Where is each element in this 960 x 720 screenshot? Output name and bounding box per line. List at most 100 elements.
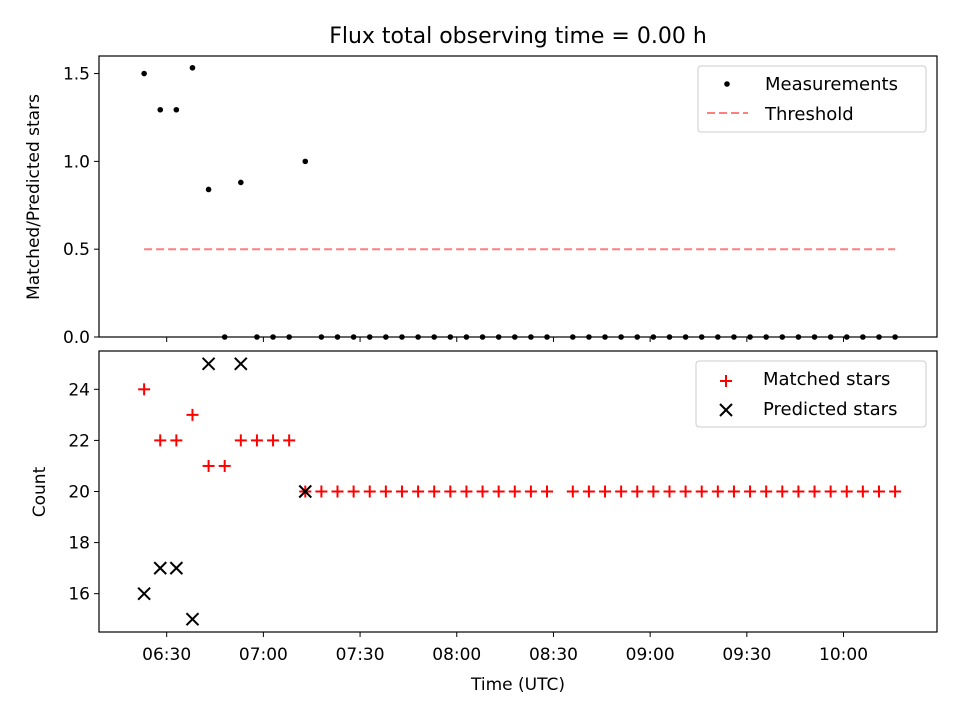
matched-star-point — [508, 485, 521, 498]
bottom-y-tick-label: 24 — [68, 380, 90, 400]
bottom-plot-frame — [98, 350, 938, 633]
legend-matched-label: Matched stars — [763, 369, 890, 390]
matched-star-point — [663, 485, 676, 498]
matched-star-point — [760, 485, 773, 498]
predicted-star-point — [137, 586, 151, 601]
top-y-tick-label: 0.5 — [63, 240, 90, 260]
predicted-star-point — [234, 357, 248, 371]
legend-predicted-label: Predicted stars — [763, 399, 897, 420]
top-y-tick-label: 0.0 — [63, 328, 90, 348]
matched-star-point — [363, 485, 376, 498]
top-plot-frame — [98, 55, 938, 338]
bottom-plot-marks — [137, 357, 902, 626]
matched-star-point — [808, 485, 821, 498]
bottom-y-axis-label: Count — [30, 466, 50, 517]
bottom-axis-ticks: 16 18 20 22 24 06:30 07:00 07:30 08:00 08:30 09:00… — [68, 380, 868, 665]
matched-star-point — [792, 485, 805, 498]
matched-star-point — [824, 485, 837, 498]
matched-star-point — [840, 485, 853, 498]
top-y-axis-label: Matched/Predicted stars — [24, 94, 44, 300]
x-tick-label: 07:00 — [239, 645, 288, 665]
matched-star-point — [283, 434, 296, 447]
x-axis-label: Time (UTC) — [470, 675, 565, 695]
predicted-star-point — [153, 561, 167, 575]
matched-star-point — [856, 485, 869, 498]
matched-star-point — [524, 485, 537, 498]
matched-star-point — [315, 485, 328, 498]
measurement-point — [141, 70, 147, 77]
predicted-star-point — [185, 612, 200, 626]
bottom-y-tick-label: 16 — [68, 585, 90, 605]
legend-measurements-marker — [724, 81, 730, 87]
bottom-y-tick-label: 22 — [68, 431, 90, 451]
bottom-panel: Count Time (UTC) 16 18 20 22 24 06:30 07:00 07:… — [30, 350, 938, 695]
measurement-point — [238, 179, 244, 186]
top-chart-title: Flux total observing time = 0.00 h — [329, 24, 707, 49]
x-tick-label: 10:00 — [819, 645, 868, 665]
x-tick-label: 08:30 — [529, 645, 578, 665]
matched-star-point — [695, 485, 708, 498]
matched-star-point — [776, 485, 789, 498]
x-tick-label: 07:30 — [336, 645, 385, 665]
top-y-tick-label: 1.5 — [63, 65, 90, 85]
top-legend-box — [697, 65, 927, 133]
matched-star-point — [582, 485, 595, 498]
matched-star-point — [492, 485, 505, 498]
matched-star-point — [460, 485, 473, 498]
matched-star-point — [154, 434, 167, 447]
matched-star-point — [138, 383, 151, 396]
measurement-point — [189, 64, 196, 71]
matched-star-point — [872, 485, 885, 498]
measurement-point — [205, 186, 212, 193]
top-panel: Flux total observing time = 0.00 h Match… — [24, 24, 938, 348]
predicted-star-point — [169, 561, 184, 575]
matched-star-point — [744, 485, 757, 498]
legend-predicted-marker — [719, 403, 733, 417]
matched-star-point — [566, 485, 579, 498]
matched-star-point — [347, 485, 360, 498]
matched-star-point — [615, 485, 628, 498]
matched-star-point — [428, 485, 441, 498]
bottom-y-tick-label: 18 — [68, 534, 90, 554]
measurement-point — [173, 106, 180, 113]
bottom-y-tick-label: 20 — [68, 483, 90, 503]
matched-star-point — [599, 485, 612, 498]
matched-star-point — [711, 485, 724, 498]
bottom-legend-box — [695, 360, 927, 428]
matched-star-point — [170, 434, 183, 447]
x-tick-label: 09:30 — [722, 645, 771, 665]
matched-star-point — [218, 459, 231, 472]
top-legend: Measurements Threshold — [697, 65, 927, 133]
predicted-star-point — [201, 357, 216, 371]
legend-threshold-label: Threshold — [764, 104, 854, 125]
matched-star-point — [679, 485, 692, 498]
legend-measurements-label: Measurements — [765, 74, 898, 95]
matched-star-point — [541, 485, 554, 498]
matched-star-point — [234, 434, 247, 447]
top-axis-ticks: 0.0 0.5 1.0 1.5 — [63, 65, 845, 348]
predicted-star-point — [298, 484, 312, 499]
x-tick-label: 08:00 — [432, 645, 481, 665]
matched-star-point — [889, 485, 902, 498]
matched-star-point — [250, 434, 263, 447]
matched-star-point — [202, 459, 215, 472]
matched-star-point — [444, 485, 457, 498]
top-y-tick-label: 1.0 — [63, 152, 90, 172]
x-tick-label: 06:30 — [142, 645, 191, 665]
legend-matched-marker — [720, 375, 732, 387]
matched-star-point — [186, 408, 199, 421]
matched-star-point — [727, 485, 740, 498]
measurement-point — [302, 158, 309, 165]
matched-star-point — [267, 434, 280, 447]
matched-star-point — [647, 485, 660, 498]
matched-star-point — [331, 485, 344, 498]
matched-star-point — [476, 485, 489, 498]
matched-star-point — [379, 485, 392, 498]
measurement-point — [157, 106, 164, 113]
matched-star-point — [412, 485, 425, 498]
matched-star-point — [631, 485, 644, 498]
bottom-legend: Matched stars Predicted stars — [695, 360, 927, 428]
matched-star-point — [395, 485, 408, 498]
x-tick-label: 09:00 — [626, 645, 675, 665]
